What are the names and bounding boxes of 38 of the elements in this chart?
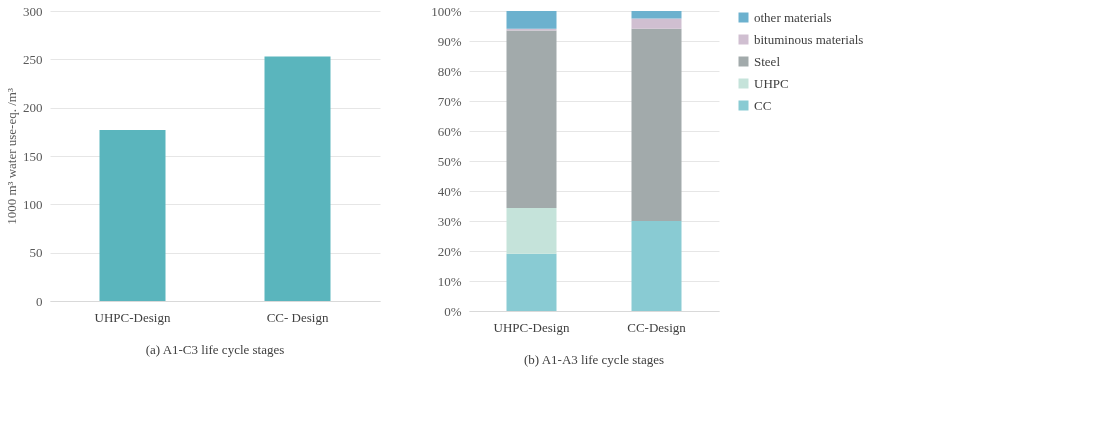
y-tick-label: 30% <box>437 213 462 229</box>
x-tick-label: CC- Design <box>266 309 329 325</box>
y-tick-label: 200 <box>23 100 43 116</box>
legend-label: UHPC <box>754 75 789 91</box>
bar <box>506 208 557 254</box>
bar <box>631 11 682 19</box>
y-tick-label: 300 <box>23 3 43 19</box>
y-axis-title: 1000 m³ water use-eq. /m³ <box>4 88 19 225</box>
bar <box>631 221 682 311</box>
y-tick-label: 0% <box>444 303 462 319</box>
x-tick-label: UHPC-Design <box>94 309 171 325</box>
legend-label: CC <box>754 97 772 113</box>
y-tick-label: 0 <box>36 293 43 309</box>
y-tick-label: 10% <box>437 273 462 289</box>
bar <box>506 11 557 29</box>
y-tick-label: 40% <box>437 183 462 199</box>
legend-label: Steel <box>754 53 781 69</box>
x-tick-label: CC-Design <box>627 319 687 335</box>
text: (a) A1-C3 life cycle stages <box>145 342 285 357</box>
bar <box>506 253 557 311</box>
legend-label: other materials <box>754 9 832 25</box>
bar <box>631 18 682 29</box>
text: (b) A1-A3 life cycle stages <box>523 352 665 367</box>
legend-label: bituminous materials <box>754 31 864 47</box>
y-tick-label: 90% <box>437 33 462 49</box>
bar <box>631 28 682 221</box>
y-tick-label: 150 <box>23 148 43 164</box>
bar <box>506 30 557 209</box>
y-tick-label: 80% <box>437 63 462 79</box>
y-tick-label: 60% <box>437 123 462 139</box>
x-tick-label: UHPC-Design <box>493 319 570 335</box>
y-tick-label: 100% <box>431 3 462 19</box>
y-tick-label: 20% <box>437 243 462 259</box>
y-tick-label: 50 <box>29 245 43 261</box>
y-tick-label: 50% <box>437 153 462 169</box>
y-tick-label: 70% <box>437 93 462 109</box>
y-tick-label: 100 <box>23 196 43 212</box>
y-tick-label: 250 <box>23 51 43 67</box>
